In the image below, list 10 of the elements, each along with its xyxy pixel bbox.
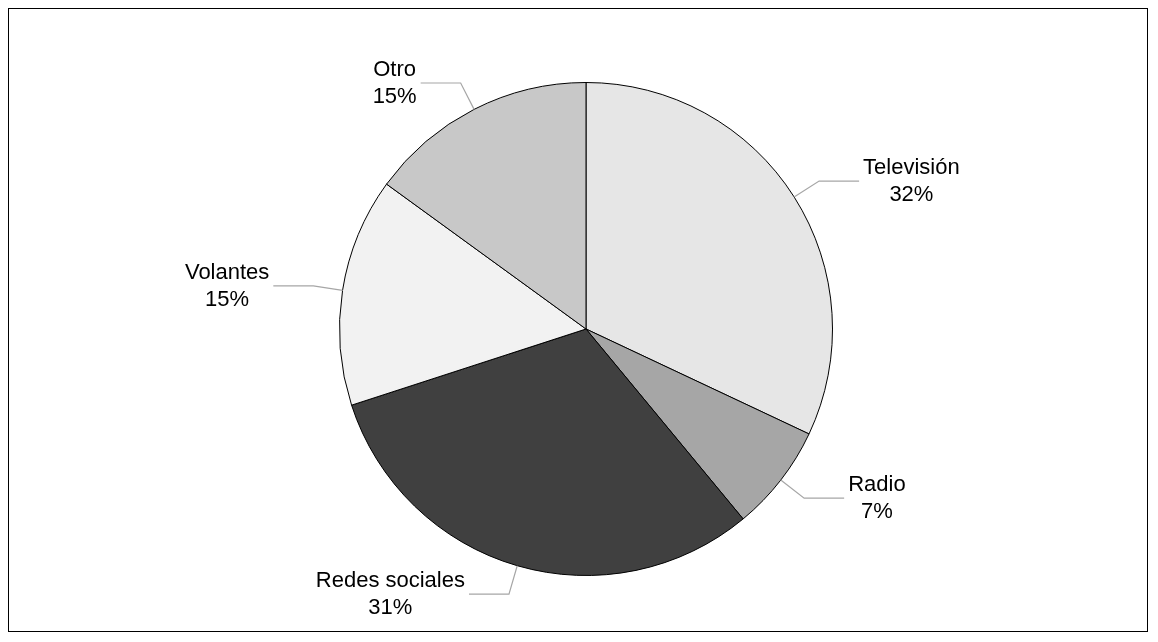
slice-label: Redes sociales: [315, 567, 465, 593]
data-label: 7%: [860, 498, 893, 524]
slice-label: Otro: [373, 56, 417, 82]
slice-label: Televisión: [863, 154, 960, 180]
data-label: 15%: [205, 285, 250, 311]
slice-label: Radio: [848, 471, 906, 497]
data-label: 32%: [889, 181, 934, 207]
slice-label: Volantes: [184, 258, 270, 284]
data-label: 15%: [372, 83, 417, 109]
data-label: 31%: [368, 594, 413, 620]
